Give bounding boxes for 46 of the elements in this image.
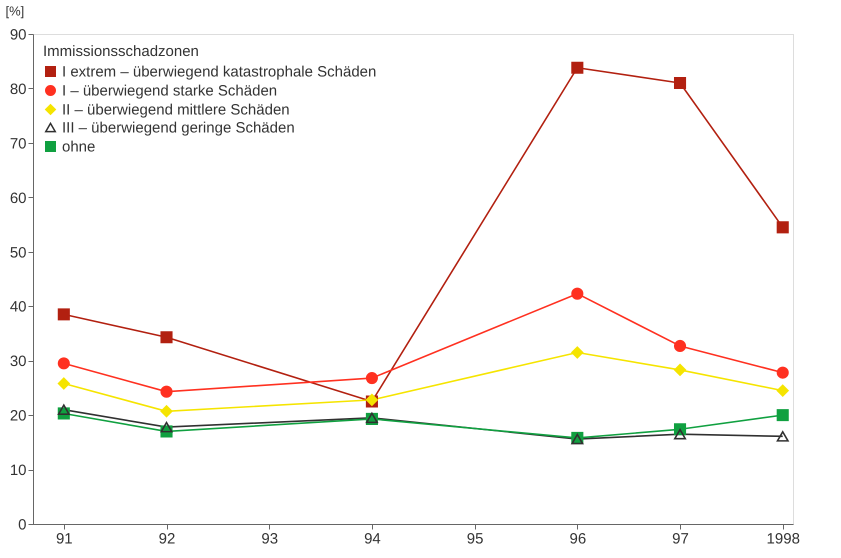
y-tick-label: 80 <box>10 80 26 98</box>
y-tick-label: 0 <box>18 516 26 534</box>
point <box>58 308 70 320</box>
y-tick-label: 10 <box>10 462 26 480</box>
point <box>776 431 789 442</box>
x-tick-label: 92 <box>158 530 176 548</box>
y-axis-title: [%] <box>6 4 24 18</box>
point <box>776 384 789 397</box>
point <box>776 409 789 422</box>
legend-label: II – überwiegend mittlere Schäden <box>62 102 290 118</box>
legend-title: Immissionsschadzonen <box>43 43 199 60</box>
legend-label: III – überwiegend geringe Schäden <box>62 120 295 136</box>
point <box>674 76 686 90</box>
y-tick-label: 60 <box>10 190 26 207</box>
legend-label: I extrem – überwiegend katastrophale Schäden <box>62 64 376 80</box>
point <box>58 357 70 370</box>
y-tick-label: 30 <box>10 353 26 370</box>
point <box>160 405 173 418</box>
point <box>776 221 789 234</box>
x-tick-label: 95 <box>466 530 484 548</box>
x-tick-label: 91 <box>56 530 73 548</box>
point <box>571 288 584 300</box>
point <box>674 428 686 440</box>
point <box>571 346 584 359</box>
x-tick-label: 97 <box>672 530 689 548</box>
y-tick-label: 50 <box>10 244 26 262</box>
point <box>160 386 173 398</box>
y-tick-label: 20 <box>10 408 26 425</box>
y-tick-label: 90 <box>10 26 26 44</box>
x-tick-label: 96 <box>569 530 586 548</box>
point <box>160 422 173 432</box>
y-tick-label: 40 <box>10 298 26 316</box>
point <box>366 372 378 384</box>
x-tick-label: 1998 <box>766 530 800 548</box>
y-tick-label: 70 <box>10 135 26 152</box>
point <box>160 331 173 344</box>
point <box>58 404 70 416</box>
x-tick-label: 94 <box>364 530 381 548</box>
point <box>674 340 686 352</box>
legend-label: I – überwiegend starke Schäden <box>62 82 278 100</box>
point <box>58 377 70 390</box>
legend-label: ohne <box>62 138 96 156</box>
point <box>776 366 789 379</box>
x-tick-label: 93 <box>261 530 278 548</box>
point <box>571 62 584 74</box>
point <box>674 364 686 376</box>
